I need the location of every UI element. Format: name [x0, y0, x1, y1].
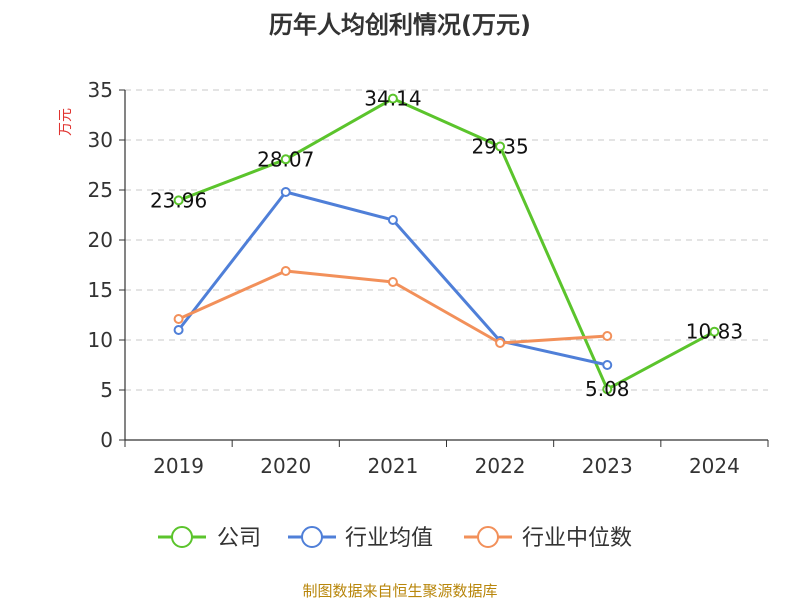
data-point[interactable]: [280, 154, 291, 165]
legend-label: 公司: [217, 526, 261, 551]
y-axis-label: 万元: [58, 108, 74, 136]
legend-marker: [301, 526, 323, 548]
legend-item-1[interactable]: 行业均值: [288, 526, 433, 551]
data-label: 23.96: [150, 188, 207, 212]
y-tick-label: 30: [88, 128, 113, 152]
y-tick-label: 20: [88, 228, 113, 252]
data-point[interactable]: [173, 325, 184, 335]
x-tick-label: 2022: [475, 454, 526, 478]
y-tick-label: 35: [88, 78, 113, 102]
data-point[interactable]: [387, 277, 398, 287]
data-label: 34.14: [364, 87, 421, 111]
y-tick-label: 15: [88, 278, 113, 302]
x-tick-label: 2020: [260, 454, 311, 478]
legend-marker: [477, 526, 499, 548]
data-point[interactable]: [280, 266, 291, 276]
y-tick-label: 10: [88, 328, 113, 352]
data-point[interactable]: [602, 384, 613, 395]
legend-label: 行业均值: [345, 526, 433, 551]
y-tick-label: 5: [100, 378, 113, 402]
data-point[interactable]: [387, 93, 398, 104]
legend-item-0[interactable]: 公司: [158, 526, 261, 551]
x-tick-label: 2024: [689, 454, 740, 478]
y-tick-label: 0: [100, 428, 113, 452]
axes: 0 5 10 15 20 25 30 35 2019 2020 2021 2022 2023 2024: [88, 78, 769, 478]
data-point[interactable]: [495, 141, 506, 152]
y-tick-label: 25: [88, 178, 113, 202]
data-point[interactable]: [173, 195, 184, 206]
data-label: 5.08: [585, 377, 630, 401]
x-tick-label: 2019: [153, 454, 204, 478]
legend-item-2[interactable]: 行业中位数: [464, 526, 632, 551]
data-labels: 23.96 28.07 34.14 29.35 5.08 10.83: [150, 87, 743, 402]
chart-title: 历年人均创利情况(万元): [269, 11, 531, 39]
data-point[interactable]: [387, 215, 398, 225]
source-footer: 制图数据来自恒生聚源数据库: [302, 582, 497, 600]
legend[interactable]: 公司 行业均值 行业中位数: [158, 526, 632, 551]
series-group: [173, 93, 720, 395]
x-tick-label: 2021: [367, 454, 418, 478]
grid-lines: [125, 89, 768, 391]
data-point[interactable]: [602, 360, 613, 370]
data-label: 10.83: [686, 320, 743, 344]
x-tick-label: 2023: [582, 454, 633, 478]
data-point[interactable]: [602, 331, 613, 341]
legend-marker: [171, 526, 193, 548]
legend-label: 行业中位数: [522, 526, 632, 551]
data-label: 28.07: [257, 147, 314, 171]
data-point[interactable]: [709, 326, 720, 337]
data-label: 29.35: [471, 135, 528, 159]
data-point[interactable]: [495, 338, 506, 348]
series-line-0: [178, 97, 716, 391]
data-point[interactable]: [280, 187, 291, 197]
data-point[interactable]: [173, 314, 184, 324]
